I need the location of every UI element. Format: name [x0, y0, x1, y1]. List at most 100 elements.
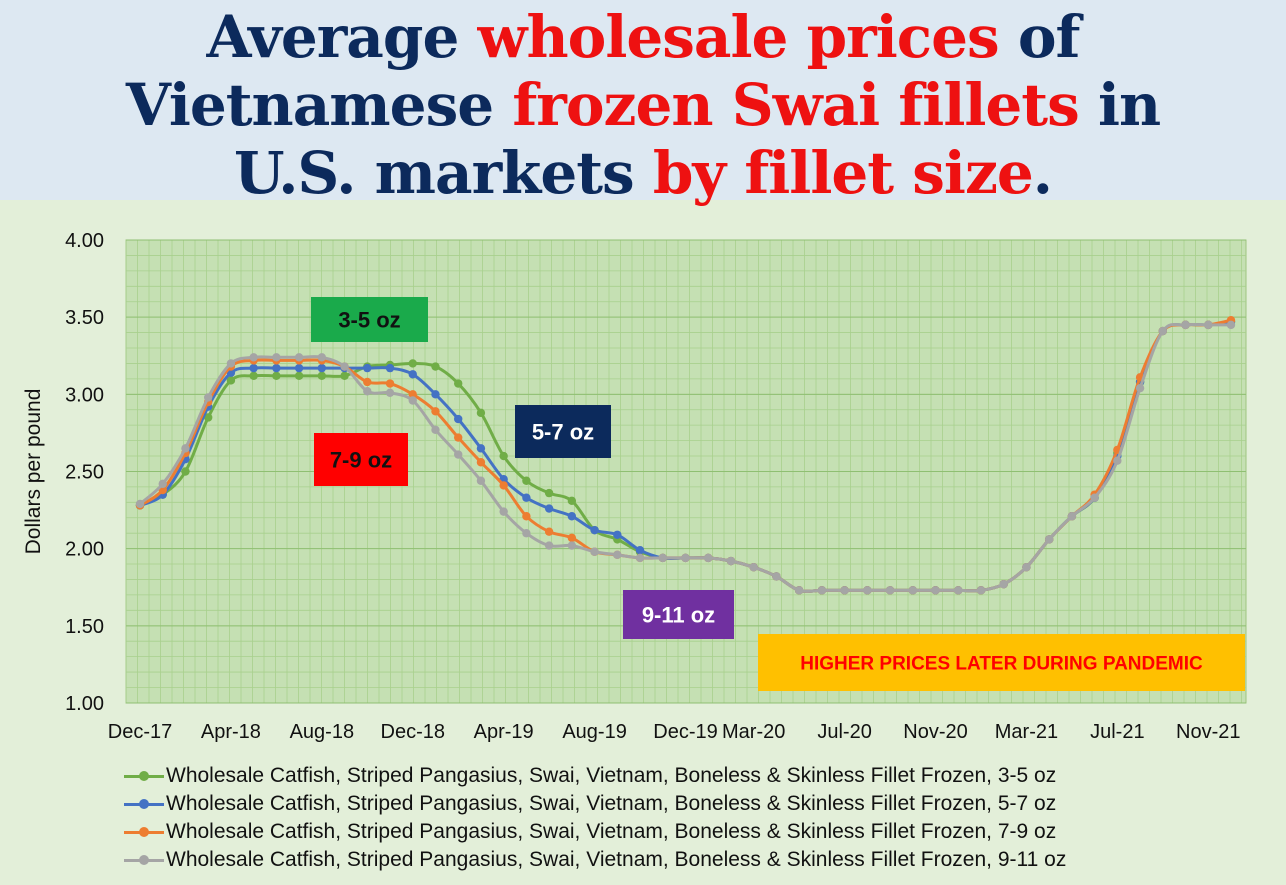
chart-title-line-1: Average wholesale prices of [0, 4, 1286, 70]
data-point [385, 379, 395, 388]
legend-swatch [124, 768, 164, 784]
data-point [249, 371, 258, 381]
data-point [454, 433, 463, 442]
data-point [340, 362, 349, 371]
data-point [772, 572, 781, 581]
y-tick-label: 1.50 [65, 616, 104, 638]
data-point [999, 579, 1008, 589]
data-point [908, 586, 917, 595]
data-point [476, 476, 486, 485]
data-point [476, 458, 486, 467]
data-point [567, 512, 577, 521]
data-point [135, 499, 145, 509]
legend-swatch [124, 796, 164, 812]
data-point [544, 504, 554, 513]
annotation-label: 9-11 oz [642, 602, 715, 627]
data-point [454, 450, 463, 459]
data-point [613, 550, 622, 560]
x-tick-label: Apr-18 [201, 721, 261, 743]
data-point [1044, 535, 1054, 544]
data-point [613, 530, 622, 539]
title-part: Average [206, 3, 478, 71]
x-tick-label: Jul-20 [817, 721, 871, 743]
legend-label: Wholesale Catfish, Striped Pangasius, Sw… [166, 764, 1057, 787]
title-part: wholesale prices [477, 3, 1000, 71]
data-point [522, 476, 531, 485]
data-point [181, 444, 190, 453]
annotation-box [623, 590, 734, 639]
y-tick-label: 3.00 [65, 384, 104, 406]
x-tick-label: Dec-19 [653, 721, 717, 743]
data-point [1067, 512, 1077, 521]
data-point [522, 512, 531, 521]
data-point [431, 362, 440, 371]
data-point [499, 481, 508, 490]
data-point [681, 553, 690, 563]
annotation-label: 3-5 oz [338, 307, 400, 332]
y-tick-label: 2.50 [65, 462, 104, 484]
chart-title-line-2: Vietnamese frozen Swai fillets in [0, 72, 1286, 138]
data-point [590, 547, 599, 556]
y-tick-label: 1.00 [65, 693, 104, 715]
data-point [340, 371, 349, 381]
data-point [294, 353, 304, 362]
chart-title-line-3: U.S. markets by fillet size. [0, 140, 1286, 206]
data-point [1113, 456, 1122, 465]
data-point [590, 525, 599, 535]
data-point [158, 479, 167, 489]
annotation-label: 7-9 oz [330, 447, 392, 472]
data-point [363, 363, 372, 373]
data-point [317, 353, 327, 362]
x-tick-label: Dec-17 [108, 721, 172, 743]
y-tick-label: 3.50 [65, 307, 104, 329]
x-tick-label: Mar-20 [722, 721, 785, 743]
annotation-box [515, 405, 611, 458]
data-point [1181, 320, 1190, 330]
legend-label: Wholesale Catfish, Striped Pangasius, Sw… [166, 820, 1057, 843]
data-point [885, 586, 895, 595]
data-point [704, 553, 713, 563]
data-point [544, 488, 554, 498]
data-point [385, 388, 395, 397]
data-point [317, 363, 327, 373]
data-point [1022, 562, 1031, 572]
data-point [726, 556, 736, 566]
title-part: . [1032, 139, 1053, 207]
legend-swatch [124, 824, 164, 840]
data-point [408, 370, 417, 379]
data-point [794, 586, 804, 595]
data-point [203, 413, 213, 422]
title-part: by fillet size [652, 139, 1034, 207]
data-point [431, 425, 440, 435]
data-point [1204, 320, 1213, 330]
data-point [408, 390, 417, 399]
data-point [431, 390, 440, 399]
data-point [840, 586, 849, 595]
data-point [1135, 383, 1145, 393]
legend-swatch [124, 852, 164, 868]
data-point [272, 353, 281, 362]
data-point [249, 363, 258, 373]
title-part: of [998, 3, 1081, 71]
data-point [226, 376, 236, 385]
legend-entry: Wholesale Catfish, Striped Pangasius, Sw… [124, 790, 1056, 818]
annotation-box [758, 634, 1245, 691]
x-tick-label: Apr-19 [474, 721, 534, 743]
data-point [249, 353, 258, 362]
y-tick-label: 4.00 [65, 230, 104, 252]
data-point [363, 377, 372, 387]
legend-entry: Wholesale Catfish, Striped Pangasius, Sw… [124, 818, 1056, 846]
data-point [1158, 326, 1168, 336]
data-point [385, 363, 395, 373]
x-tick-label: Dec-18 [381, 721, 445, 743]
data-point [476, 444, 486, 453]
x-tick-label: Aug-19 [562, 721, 627, 743]
data-point [817, 586, 827, 595]
legend-label: Wholesale Catfish, Striped Pangasius, Sw… [166, 792, 1057, 815]
data-point [363, 387, 372, 396]
data-point [181, 467, 190, 476]
data-point [522, 529, 531, 538]
data-point [408, 359, 417, 368]
price-line-chart: 1.00 1.50 2.00 2.50 3.00 3.50 4.00 Dollars per … [22, 230, 1247, 743]
data-point [499, 507, 508, 516]
